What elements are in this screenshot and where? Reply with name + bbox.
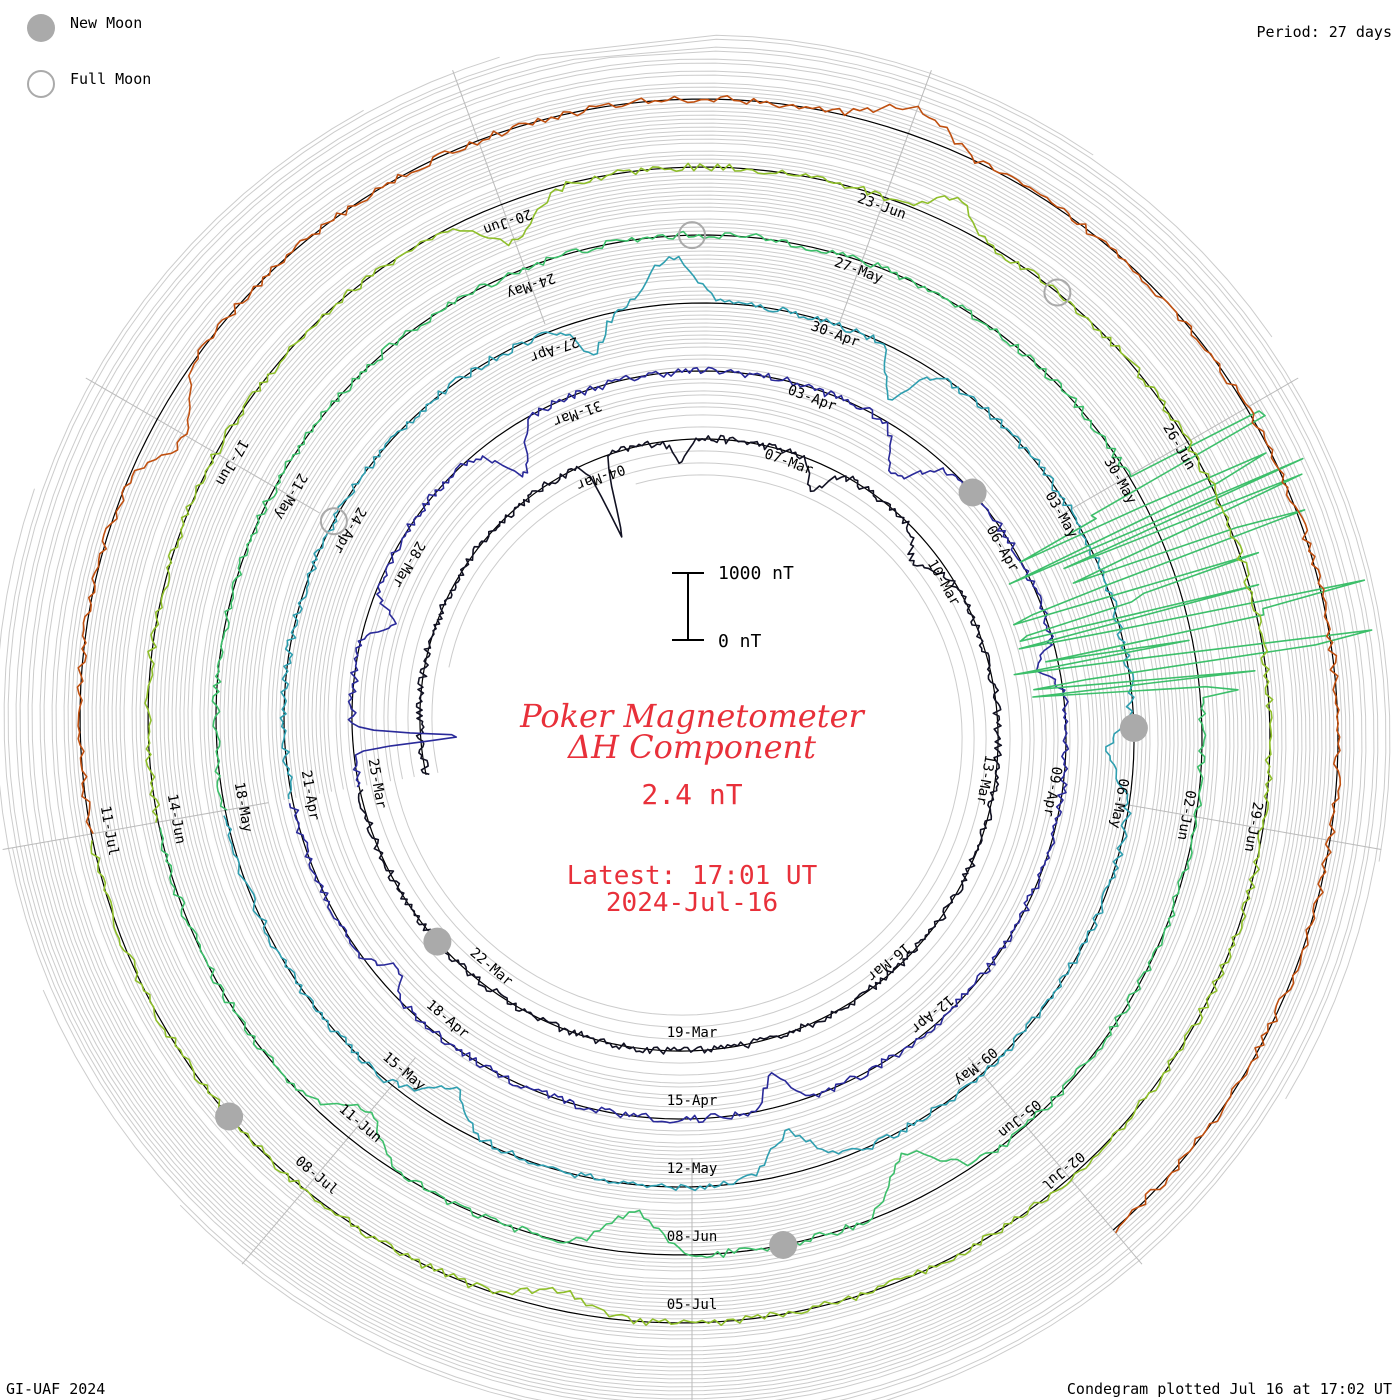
date-label: 21-Apr [298,769,323,822]
grid-spoke [241,1057,416,1265]
grid-ring [3,90,1347,1400]
grid-ring [39,58,1379,1400]
grid-ring [19,38,1331,1384]
grid-spoke [1115,802,1382,851]
grid-spoke [2,802,269,851]
date-label: 02-Jun [1174,789,1199,842]
date-label: 12-May [667,1161,718,1177]
latest-time: Latest: 17:01 UT [567,861,818,891]
scale-bar [672,572,704,641]
new-moon-legend-label: New Moon [70,14,142,32]
date-label: 16-Mar [864,939,913,984]
scale-bottom-label: 0 nT [718,631,762,652]
grid-spoke [85,377,320,514]
grid-ring [15,34,1335,1388]
period-label: Period: 27 days [1257,23,1392,41]
new-moon-marker [1119,714,1148,742]
chart-title: Poker Magnetometer [519,697,865,735]
date-label: 11-Jul [97,805,122,858]
date-label: 15-Apr [667,1093,718,1109]
grid-ring [59,134,1303,1356]
date-label: 08-Jun [667,1229,718,1245]
date-label: 29-Jun [1241,801,1266,854]
scale-top-label: 1000 nT [718,563,794,584]
full-moon-legend-label: Full Moon [70,70,151,88]
date-label: 22-Mar [467,945,516,990]
date-label: 17-Jun [212,436,251,488]
series-line-turn-5 [90,162,1274,1327]
date-label: 28-Mar [389,538,428,590]
date-label: 05-Jul [667,1297,718,1313]
new-moon-marker [769,1231,798,1259]
full-moon-marker [319,507,348,536]
date-label: 07-Mar [762,446,815,478]
date-label: 21-May [271,470,310,522]
date-label: 30-Apr [809,318,862,350]
new-moon-marker [215,1102,244,1131]
date-label: 12-Apr [907,992,956,1037]
date-label: 08-Jul [292,1153,341,1198]
series-line-turn-6 [76,95,1342,1234]
current-value: 2.4 nT [641,778,742,811]
moon-markers [215,221,1148,1259]
plotted-label: Condegram plotted Jul 16 at 17:02 UT [1067,1380,1392,1398]
credit-label: GI-UAF 2024 [6,1380,105,1398]
grid-spoke [452,70,546,325]
series-line-turn-4 [159,230,1373,1259]
date-label: 19-Mar [667,1025,718,1041]
date-label: 18-Apr [423,997,472,1042]
date-label: 09-Apr [1040,765,1065,818]
date-label: 13-Mar [973,753,998,806]
new-moon-marker [423,927,452,956]
new-moon-legend-icon [27,14,55,42]
chart-subtitle: ΔH Component [566,728,816,766]
grid-ring [43,62,1375,1400]
date-label: 18-May [231,781,256,834]
grid-ring [7,56,1343,1396]
grid-ring [47,122,1315,1368]
new-moon-marker [958,478,987,507]
date-label: 14-Jun [164,793,189,846]
data-series [76,95,1373,1327]
grid-ring [0,82,1355,1400]
full-moon-marker [1043,278,1072,307]
series-line-turn-2 [288,366,1070,1124]
date-label: 06-May [1107,777,1132,830]
grid-spoke [1064,377,1299,514]
latest-date: 2024-Jul-16 [606,888,778,918]
grid-ring [42,74,1363,1400]
date-label: 25-Mar [365,757,390,810]
full-moon-marker [678,221,706,250]
grid-ring [51,70,1367,1400]
series-line-turn-1 [357,434,1003,1055]
date-label: 05-Jun [995,1096,1044,1141]
full-moon-legend-icon [27,70,55,98]
